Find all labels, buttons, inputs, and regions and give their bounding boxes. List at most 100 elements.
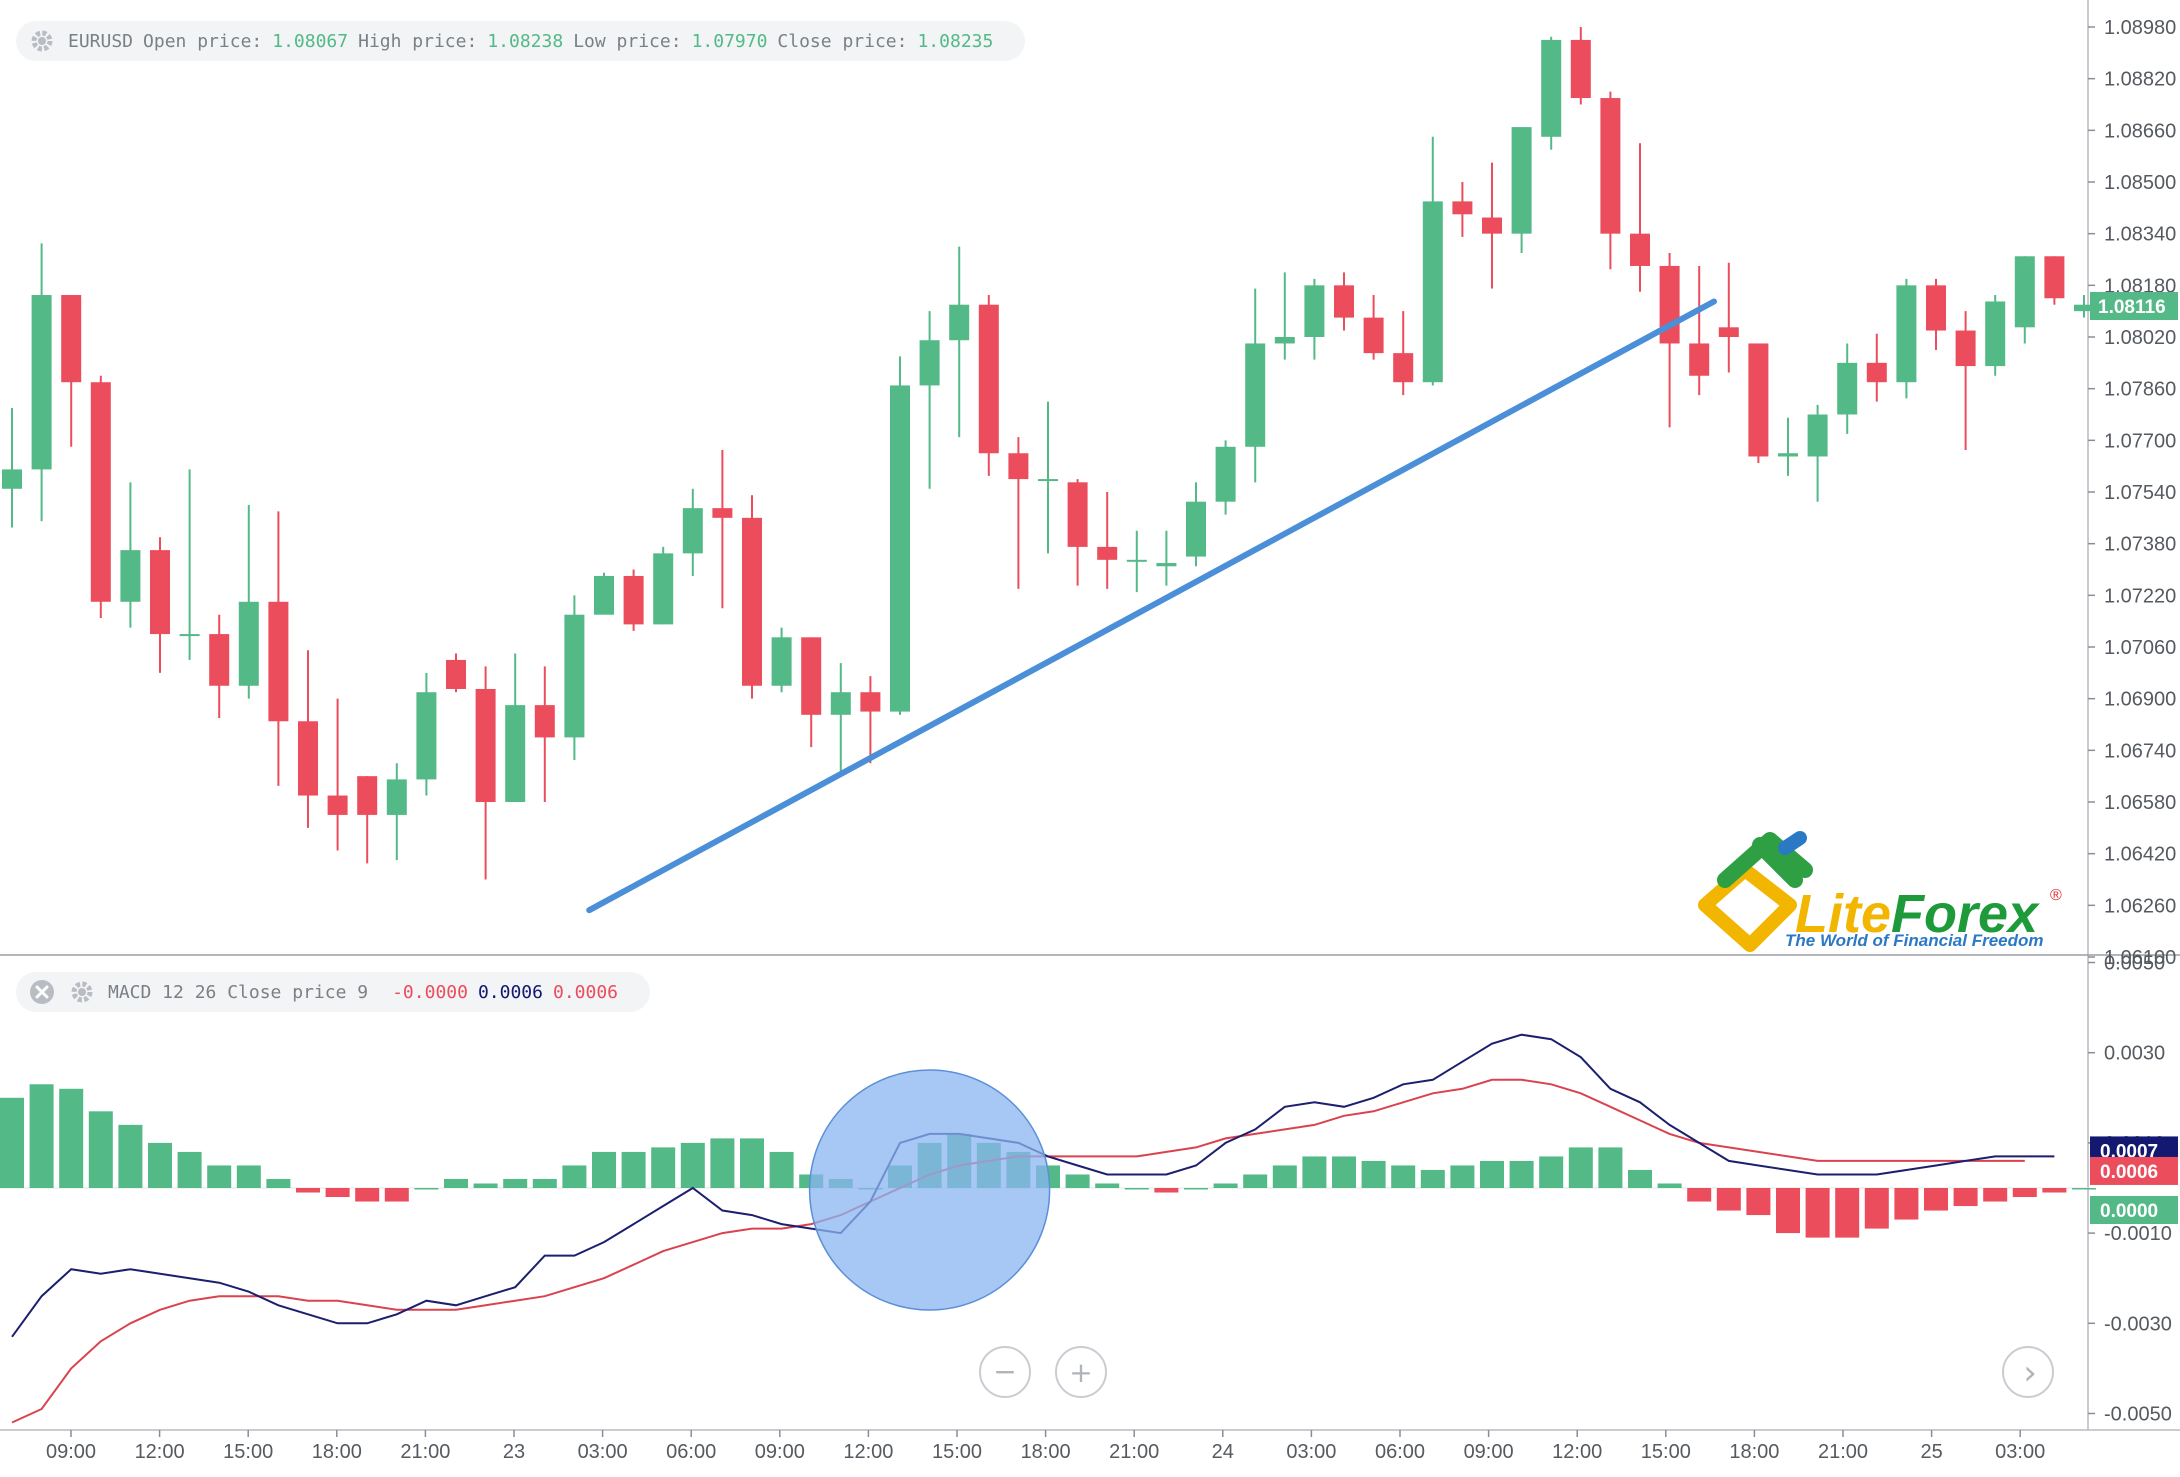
price-tick-label: 1.08020 xyxy=(2104,327,2176,349)
histogram-bar xyxy=(1805,1188,1830,1238)
histogram-bar xyxy=(1095,1183,1120,1188)
candle-body xyxy=(1008,453,1029,480)
histogram-bar xyxy=(740,1138,764,1188)
histogram-bar xyxy=(355,1188,380,1202)
candle-body xyxy=(1866,362,1887,383)
histogram-bar xyxy=(1361,1160,1386,1188)
macd-histogram xyxy=(0,1084,2096,1238)
macd-legend: MACD 12 26 Close price 9 -0.0000 0.0006 … xyxy=(16,972,651,1012)
histogram-bar xyxy=(1154,1188,1179,1193)
histogram-bar xyxy=(1716,1188,1741,1211)
gear-icon[interactable] xyxy=(28,27,56,55)
candle-body xyxy=(1600,98,1621,234)
price-tick-label: 1.06900 xyxy=(2104,689,2176,711)
price-tick-label: 1.06100 xyxy=(2104,947,2176,969)
histogram-bar xyxy=(88,1111,113,1188)
histogram-bar xyxy=(325,1188,350,1198)
candle-body xyxy=(475,688,496,802)
candle-body xyxy=(31,295,52,470)
candle-body xyxy=(1926,285,1946,331)
histogram-bar xyxy=(680,1142,705,1188)
histogram-bar xyxy=(1420,1169,1445,1188)
candle-body xyxy=(653,553,674,625)
close-icon[interactable] xyxy=(28,978,56,1006)
macd-axis: 0.00500.00300.0010-0.0010-0.0030-0.00500… xyxy=(2088,953,2178,1425)
candle-body xyxy=(61,295,82,383)
histogram-bar xyxy=(1243,1174,1268,1188)
price-axis: 1.08980 1.08820 1.08660 1.08500 1.08340 1.081… xyxy=(2088,17,2178,969)
histogram-bar xyxy=(148,1142,172,1188)
histogram-bar xyxy=(414,1188,439,1190)
candle-body xyxy=(1186,501,1206,557)
histogram-bar xyxy=(1687,1188,1712,1202)
histogram-bar xyxy=(1894,1188,1919,1220)
price-tick-label: 1.08660 xyxy=(2104,120,2176,142)
price-tick-label: 1.06740 xyxy=(2104,740,2176,762)
candle-body xyxy=(1896,285,1917,383)
candle-body xyxy=(90,382,111,602)
time-tick-label: 21:00 xyxy=(1818,1441,1868,1463)
candle-body xyxy=(890,385,910,712)
low-label: Low price: xyxy=(573,30,682,52)
candle-body xyxy=(268,601,289,722)
histogram-bar xyxy=(621,1151,646,1188)
histogram-bar xyxy=(384,1188,409,1202)
high-label: High price: xyxy=(358,30,478,52)
candle-body xyxy=(1837,362,1858,415)
low-value: 1.07970 xyxy=(691,30,768,52)
candle-body xyxy=(1748,343,1769,457)
histogram-bar xyxy=(236,1165,261,1188)
candle-body xyxy=(386,779,407,815)
candle-body xyxy=(446,659,466,689)
macd-histogram-value: -0.0000 xyxy=(392,981,468,1003)
time-tick-label: 06:00 xyxy=(666,1441,716,1463)
candle-body xyxy=(2014,256,2035,328)
histogram-bar xyxy=(1480,1160,1504,1188)
candle-body xyxy=(801,637,822,715)
price-tick-label: 1.07380 xyxy=(2104,534,2176,556)
logo-tagline: The World of Financial Freedom xyxy=(1785,931,2044,950)
candle-body xyxy=(1452,201,1473,215)
candle-body xyxy=(327,795,348,815)
logo-registered: ® xyxy=(2050,887,2062,904)
price-legend: EURUSD Open price: 1.08067 High price: 1… xyxy=(16,21,1026,61)
candle-body xyxy=(416,692,437,780)
histogram-bar xyxy=(532,1178,557,1188)
scroll-right-button[interactable]: › xyxy=(2002,1346,2054,1398)
zoom-in-button[interactable]: + xyxy=(1055,1346,1107,1398)
macd-tick-label: -0.0050 xyxy=(2104,1403,2172,1425)
histogram-bar xyxy=(296,1188,320,1193)
candle-body xyxy=(209,634,230,686)
candle-body xyxy=(150,550,170,635)
macd-value-tag xyxy=(2090,1156,2178,1185)
zoom-out-button[interactable]: − xyxy=(979,1346,1031,1398)
macd-name: MACD 12 26 Close price 9 xyxy=(108,981,369,1003)
candle-body xyxy=(1334,285,1354,318)
high-value: 1.08238 xyxy=(487,30,564,52)
time-tick-label: 12:00 xyxy=(135,1441,185,1463)
time-tick-label: 03:00 xyxy=(1995,1441,2045,1463)
histogram-bar xyxy=(562,1165,587,1188)
candle-body xyxy=(298,721,318,796)
liteforex-logo-mark xyxy=(1698,831,1813,952)
histogram-bar xyxy=(1450,1165,1475,1188)
candle-body xyxy=(1570,39,1591,99)
candle-body xyxy=(1955,330,1976,367)
histogram-bar xyxy=(2012,1188,2037,1198)
time-tick-label: 15:00 xyxy=(1641,1441,1691,1463)
candle-body xyxy=(238,601,259,686)
histogram-bar xyxy=(1065,1174,1090,1188)
histogram-bar xyxy=(1302,1156,1327,1188)
trend-line xyxy=(586,298,1717,914)
time-tick-label: 18:00 xyxy=(1729,1441,1779,1463)
histogram-bar xyxy=(1124,1188,1149,1190)
candle-body xyxy=(1067,482,1088,547)
price-tick-label: 1.07060 xyxy=(2104,637,2176,659)
price-tick-label: 1.07700 xyxy=(2104,430,2176,452)
time-tick-label: 23 xyxy=(503,1441,525,1463)
candle-body xyxy=(1422,201,1443,383)
histogram-bar xyxy=(473,1183,498,1188)
candle-body xyxy=(1245,343,1266,447)
candle-body xyxy=(1807,414,1828,457)
gear-icon[interactable] xyxy=(68,978,96,1006)
